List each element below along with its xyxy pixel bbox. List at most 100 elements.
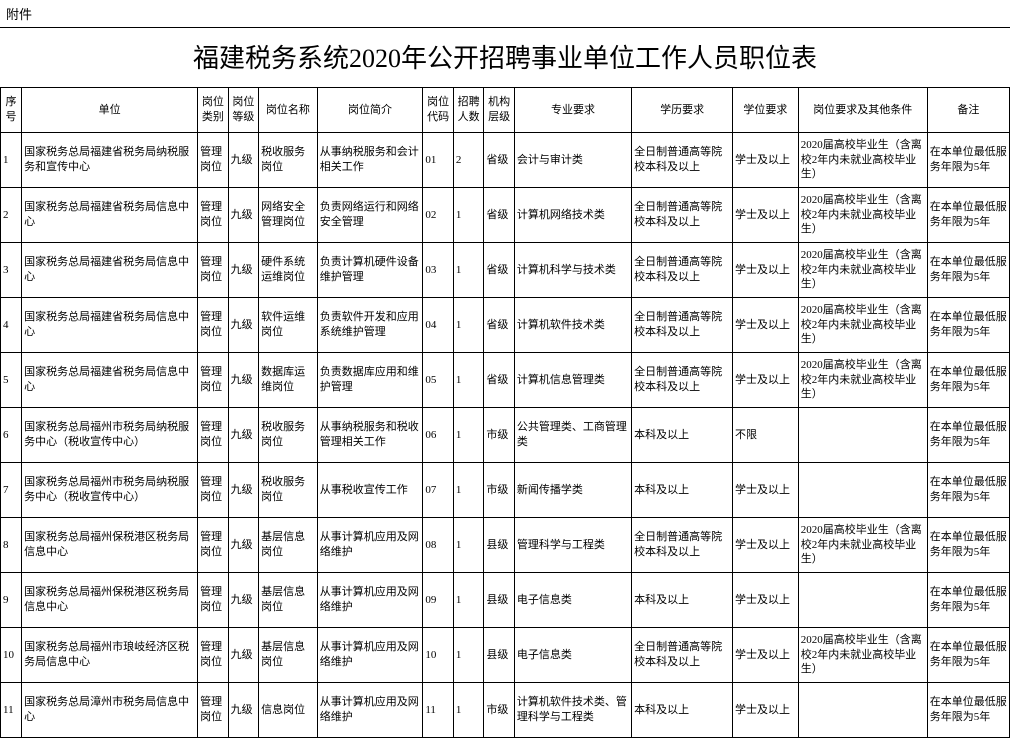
- cell-org: 省级: [484, 243, 515, 298]
- cell-degree: 学士及以上: [733, 133, 799, 188]
- cell-degree: 学士及以上: [733, 628, 799, 683]
- table-row: 1国家税务总局福建省税务局纳税服务和宣传中心管理岗位九级税收服务岗位从事纳税服务…: [1, 133, 1010, 188]
- col-level: 岗位等级: [228, 88, 259, 133]
- cell-remark: 在本单位最低服务年限为5年: [927, 463, 1009, 518]
- cell-degree: 学士及以上: [733, 243, 799, 298]
- cell-unit: 国家税务总局福建省税务局信息中心: [22, 243, 198, 298]
- cell-num: 1: [453, 573, 484, 628]
- cell-degree: 学士及以上: [733, 353, 799, 408]
- cell-unit: 国家税务总局福建省税务局信息中心: [22, 353, 198, 408]
- cell-remark: 在本单位最低服务年限为5年: [927, 188, 1009, 243]
- cell-major: 管理科学与工程类: [514, 518, 631, 573]
- cell-remark: 在本单位最低服务年限为5年: [927, 133, 1009, 188]
- cell-seq: 11: [1, 683, 22, 738]
- cell-remark: 在本单位最低服务年限为5年: [927, 573, 1009, 628]
- cell-desc: 从事计算机应用及网络维护: [317, 518, 423, 573]
- cell-level: 九级: [228, 353, 259, 408]
- cell-other: 2020届高校毕业生（含离校2年内未就业高校毕业生）: [798, 298, 927, 353]
- cell-degree: 学士及以上: [733, 573, 799, 628]
- cell-level: 九级: [228, 133, 259, 188]
- cell-remark: 在本单位最低服务年限为5年: [927, 298, 1009, 353]
- cell-desc: 从事税收宣传工作: [317, 463, 423, 518]
- cell-other: 2020届高校毕业生（含离校2年内未就业高校毕业生）: [798, 133, 927, 188]
- cell-code: 07: [423, 463, 454, 518]
- cell-cat: 管理岗位: [198, 188, 229, 243]
- cell-num: 1: [453, 463, 484, 518]
- cell-cat: 管理岗位: [198, 683, 229, 738]
- table-row: 4国家税务总局福建省税务局信息中心管理岗位九级软件运维岗位负责软件开发和应用系统…: [1, 298, 1010, 353]
- cell-name: 税收服务岗位: [259, 463, 318, 518]
- cell-edu: 全日制普通高等院校本科及以上: [632, 133, 733, 188]
- cell-org: 市级: [484, 463, 515, 518]
- cell-unit: 国家税务总局福州市税务局纳税服务中心（税收宣传中心）: [22, 463, 198, 518]
- col-other: 岗位要求及其他条件: [798, 88, 927, 133]
- cell-num: 1: [453, 628, 484, 683]
- cell-major: 公共管理类、工商管理类: [514, 408, 631, 463]
- cell-num: 1: [453, 408, 484, 463]
- cell-edu: 全日制普通高等院校本科及以上: [632, 188, 733, 243]
- table-row: 8国家税务总局福州保税港区税务局信息中心管理岗位九级基层信息岗位从事计算机应用及…: [1, 518, 1010, 573]
- cell-org: 县级: [484, 518, 515, 573]
- cell-num: 2: [453, 133, 484, 188]
- cell-major: 计算机软件技术类: [514, 298, 631, 353]
- cell-seq: 3: [1, 243, 22, 298]
- cell-num: 1: [453, 298, 484, 353]
- cell-num: 1: [453, 353, 484, 408]
- page-title: 福建税务系统2020年公开招聘事业单位工作人员职位表: [0, 28, 1010, 87]
- col-major: 专业要求: [514, 88, 631, 133]
- cell-num: 1: [453, 683, 484, 738]
- cell-remark: 在本单位最低服务年限为5年: [927, 518, 1009, 573]
- cell-seq: 7: [1, 463, 22, 518]
- cell-code: 04: [423, 298, 454, 353]
- cell-other: 2020届高校毕业生（含离校2年内未就业高校毕业生）: [798, 353, 927, 408]
- cell-org: 县级: [484, 628, 515, 683]
- col-code: 岗位代码: [423, 88, 454, 133]
- cell-num: 1: [453, 518, 484, 573]
- cell-desc: 负责计算机硬件设备维护管理: [317, 243, 423, 298]
- cell-remark: 在本单位最低服务年限为5年: [927, 408, 1009, 463]
- col-org: 机构层级: [484, 88, 515, 133]
- cell-remark: 在本单位最低服务年限为5年: [927, 628, 1009, 683]
- table-row: 3国家税务总局福建省税务局信息中心管理岗位九级硬件系统运维岗位负责计算机硬件设备…: [1, 243, 1010, 298]
- cell-desc: 负责数据库应用和维护管理: [317, 353, 423, 408]
- cell-other: 2020届高校毕业生（含离校2年内未就业高校毕业生）: [798, 243, 927, 298]
- cell-major: 计算机网络技术类: [514, 188, 631, 243]
- cell-code: 06: [423, 408, 454, 463]
- cell-cat: 管理岗位: [198, 298, 229, 353]
- cell-level: 九级: [228, 408, 259, 463]
- cell-desc: 从事计算机应用及网络维护: [317, 683, 423, 738]
- cell-unit: 国家税务总局福建省税务局信息中心: [22, 188, 198, 243]
- cell-seq: 1: [1, 133, 22, 188]
- cell-unit: 国家税务总局福建省税务局信息中心: [22, 298, 198, 353]
- cell-unit: 国家税务总局福州市琅岐经济区税务局信息中心: [22, 628, 198, 683]
- col-edu: 学历要求: [632, 88, 733, 133]
- cell-seq: 2: [1, 188, 22, 243]
- cell-degree: 学士及以上: [733, 298, 799, 353]
- cell-unit: 国家税务总局福建省税务局纳税服务和宣传中心: [22, 133, 198, 188]
- cell-major: 会计与审计类: [514, 133, 631, 188]
- cell-level: 九级: [228, 298, 259, 353]
- cell-cat: 管理岗位: [198, 133, 229, 188]
- col-cat: 岗位类别: [198, 88, 229, 133]
- cell-desc: 从事纳税服务和税收管理相关工作: [317, 408, 423, 463]
- col-unit: 单位: [22, 88, 198, 133]
- cell-edu: 本科及以上: [632, 408, 733, 463]
- cell-seq: 5: [1, 353, 22, 408]
- table-row: 2国家税务总局福建省税务局信息中心管理岗位九级网络安全管理岗位负责网络运行和网络…: [1, 188, 1010, 243]
- cell-degree: 学士及以上: [733, 188, 799, 243]
- cell-level: 九级: [228, 683, 259, 738]
- cell-remark: 在本单位最低服务年限为5年: [927, 353, 1009, 408]
- cell-name: 数据库运维岗位: [259, 353, 318, 408]
- positions-table: 序号单位岗位类别岗位等级岗位名称岗位简介岗位代码招聘人数机构层级专业要求学历要求…: [0, 87, 1010, 738]
- table-row: 9国家税务总局福州保税港区税务局信息中心管理岗位九级基层信息岗位从事计算机应用及…: [1, 573, 1010, 628]
- cell-num: 1: [453, 243, 484, 298]
- cell-edu: 全日制普通高等院校本科及以上: [632, 518, 733, 573]
- col-num: 招聘人数: [453, 88, 484, 133]
- table-row: 10国家税务总局福州市琅岐经济区税务局信息中心管理岗位九级基层信息岗位从事计算机…: [1, 628, 1010, 683]
- cell-org: 市级: [484, 408, 515, 463]
- table-row: 6国家税务总局福州市税务局纳税服务中心（税收宣传中心）管理岗位九级税收服务岗位从…: [1, 408, 1010, 463]
- cell-name: 基层信息岗位: [259, 518, 318, 573]
- cell-desc: 负责网络运行和网络安全管理: [317, 188, 423, 243]
- cell-level: 九级: [228, 628, 259, 683]
- cell-edu: 本科及以上: [632, 463, 733, 518]
